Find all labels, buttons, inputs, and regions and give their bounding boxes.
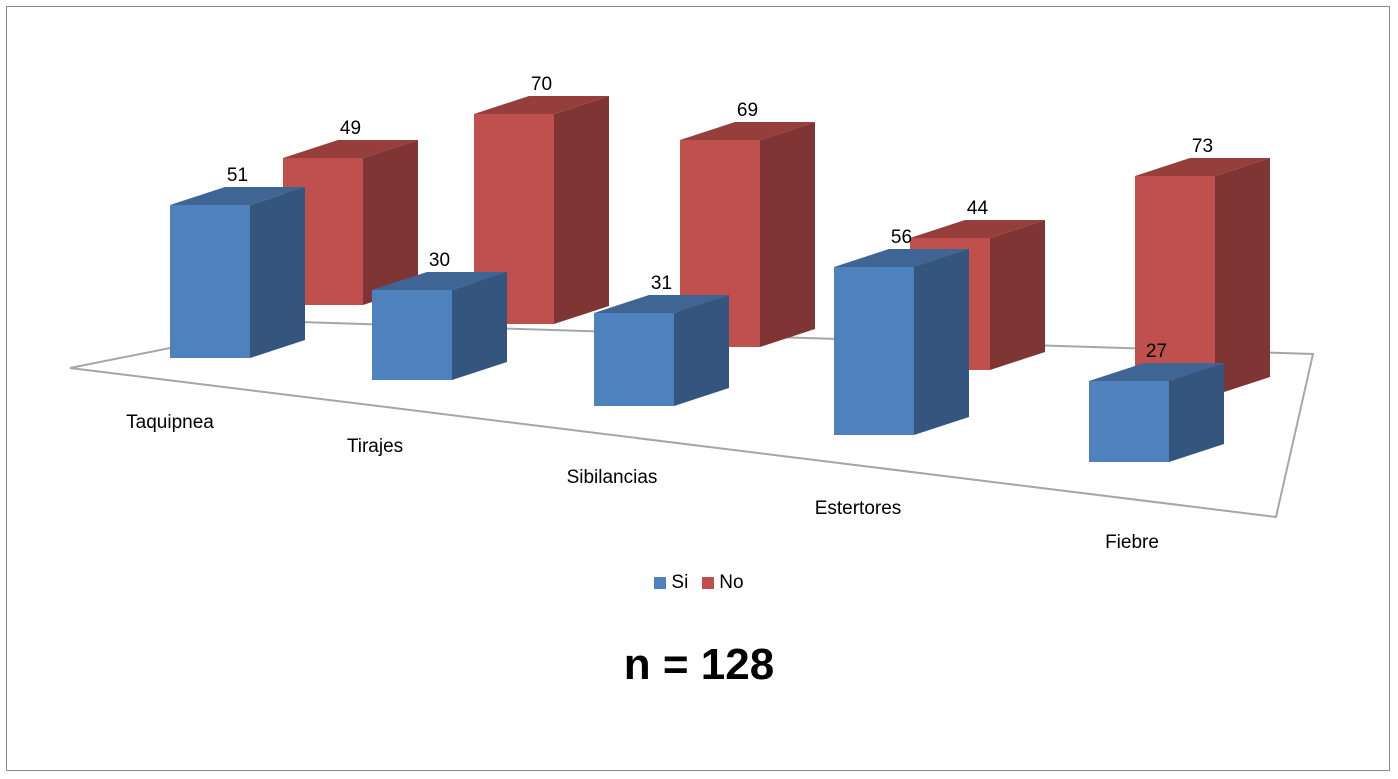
bar-si-taquipnea-front [170,205,250,358]
bar-si-sibilancias-side [674,295,729,406]
bar-no-taquipnea-top [283,140,418,158]
data-label-si-sibilancias: 31 [651,273,672,294]
bar-si-tirajes-side [452,272,507,380]
bar-si-estertores-front [834,267,914,435]
bar-si-fiebre-front [1089,381,1169,462]
bar-no-fiebre [1135,158,1270,395]
legend-item-si: Si [654,572,688,594]
bar-si-fiebre-side [1169,363,1224,462]
category-label-fiebre: Fiebre [1105,532,1159,553]
legend: Si No [0,572,1398,594]
bar-si-taquipnea-side [250,187,305,358]
data-label-no-fiebre: 73 [1192,136,1213,157]
bar-si-tirajes-top [372,272,507,290]
bar-si-estertores [834,249,969,435]
bar-no-sibilancias-top [680,122,815,140]
bar-no-tirajes-top [474,96,609,114]
bar-no-taquipnea-side [363,140,418,305]
category-label-taquipnea: Taquipnea [126,412,214,433]
legend-swatch-si [654,577,667,589]
bar-si-tirajes-front [372,290,452,380]
data-label-si-fiebre: 27 [1146,341,1167,362]
category-labels: Taquipnea Tirajes Sibilancias Estertores Fie… [126,412,1159,553]
bar-si-sibilancias-top [594,295,729,313]
legend-swatch-no [702,577,715,589]
category-label-tirajes: Tirajes [347,436,403,457]
data-label-si-tirajes: 30 [429,250,450,271]
bar-si-tirajes [372,272,507,380]
bar-no-tirajes [474,96,609,324]
bar-si-estertores-side [914,249,969,435]
category-label-estertores: Estertores [815,498,902,519]
category-label-sibilancias: Sibilancias [567,467,658,488]
bars-layer: 49 70 69 44 73 51 30 31 56 27 [170,74,1270,462]
bar-si-fiebre [1089,363,1224,462]
bar-si-sibilancias [594,295,729,406]
legend-label-no: No [719,572,744,593]
bar-no-tirajes-front [474,114,554,324]
bar-si-taquipnea [170,187,305,358]
data-label-si-taquipnea: 51 [227,165,248,186]
data-label-no-sibilancias: 69 [737,100,758,121]
data-label-no-taquipnea: 49 [340,118,361,139]
data-label-no-estertores: 44 [967,198,989,219]
data-label-no-tirajes: 70 [531,74,552,95]
bar-no-fiebre-top [1135,158,1270,176]
bar-no-tirajes-side [554,96,609,324]
bar-no-fiebre-front [1135,176,1215,395]
legend-item-no: No [702,572,744,594]
bar-no-fiebre-side [1215,158,1270,395]
bar-no-estertores-top [910,220,1045,238]
bar-si-taquipnea-top [170,187,305,205]
bar-no-sibilancias-side [760,122,815,347]
bar-si-fiebre-top [1089,363,1224,381]
bar-no-estertores-side [990,220,1045,370]
bar-si-sibilancias-front [594,313,674,406]
legend-label-si: Si [671,572,689,593]
data-label-si-estertores: 56 [891,227,912,248]
bar-si-estertores-top [834,249,969,267]
sample-size-annotation: n = 128 [623,640,775,689]
